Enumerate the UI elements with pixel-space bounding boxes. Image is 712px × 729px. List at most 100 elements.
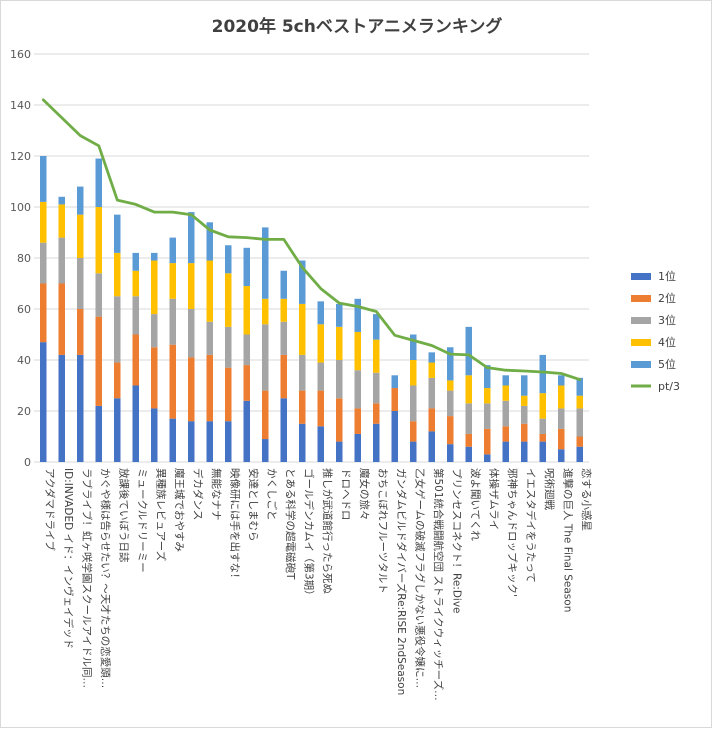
legend-label: 5位 [658, 357, 676, 371]
bar-segment [317, 301, 324, 325]
x-category-label: ガンダムビルドダイバーズRe:RISE 2ndSeason [395, 468, 408, 695]
bar-segment [188, 309, 195, 358]
bar-segment [521, 441, 528, 462]
bar-segment [225, 245, 232, 274]
bar-segment [132, 296, 139, 335]
bar-segment [169, 344, 176, 419]
bar-segment [410, 334, 417, 360]
bar-segment [447, 380, 454, 391]
x-category-label: 呪術廻戦 [543, 468, 556, 510]
bar-segment [484, 428, 491, 455]
bar-segment [95, 316, 102, 406]
bar-segment [114, 398, 121, 462]
bar-segment [576, 408, 583, 437]
bar-segment [558, 449, 565, 462]
bar-segment [558, 375, 565, 386]
bar-segment [428, 377, 435, 409]
bar-segment [428, 362, 435, 378]
legend-label: pt/3 [658, 380, 680, 393]
bar-segment [206, 421, 213, 462]
x-category-label: プリンセスコネクト！Re:Dive [450, 468, 462, 614]
bar-segment [169, 418, 176, 462]
bar-segment [40, 201, 47, 243]
bar-segment [243, 334, 250, 366]
bar-segment [502, 385, 509, 401]
bar-segment [280, 298, 287, 322]
x-category-label: 乙女ゲームの破滅フラグしかない悪役令嬢に… [413, 468, 426, 688]
bar-segment [336, 326, 343, 360]
y-tick-label: 40 [17, 354, 31, 367]
legend-swatch [631, 317, 651, 324]
bar-segment [373, 372, 380, 404]
bar-segment [465, 446, 472, 462]
bar-segment [225, 326, 232, 368]
bar-segment [114, 252, 121, 297]
bar-segment [114, 214, 121, 253]
bar-segment [336, 303, 343, 327]
bar-segment [539, 354, 546, 394]
y-tick-label: 20 [17, 405, 31, 418]
bar-segment [114, 362, 121, 399]
legend-label: 1位 [658, 269, 676, 283]
bar-segment [280, 354, 287, 399]
x-category-label: イエスタデイをうたって [524, 468, 537, 583]
bar-segment [58, 196, 65, 205]
bar-segment [521, 423, 528, 442]
y-tick-label: 100 [10, 201, 31, 214]
bar-segment [373, 403, 380, 424]
x-category-label: 無能なナナ [210, 468, 223, 521]
x-category-label: ミュークルドリーミー [136, 468, 148, 573]
bar-segment [576, 377, 583, 396]
bar-segment [95, 405, 102, 462]
bar-segment [354, 433, 361, 462]
bar-segment [77, 258, 84, 309]
bar-segment [40, 283, 47, 343]
bar-segment [262, 227, 269, 299]
bar-segment [502, 441, 509, 462]
bar-segment [521, 375, 528, 396]
bar-segment [373, 423, 380, 462]
x-category-label: 放課後ていぼう日誌 [117, 468, 130, 563]
bar-segment [40, 156, 47, 202]
x-category-label: 安達としまむら [247, 468, 260, 542]
bar-segment [576, 446, 583, 462]
x-axis-labels: アクダマドライブ ID:INVADED イド：インヴェイデッド ラブライブ！虹ヶ咲学… [43, 468, 593, 701]
bar-segment [188, 421, 195, 462]
bar-segment [114, 296, 121, 363]
bar-segment [558, 428, 565, 450]
bar-segment [391, 375, 398, 389]
bar-segment [336, 360, 343, 399]
x-category-label: おちこぼれフルーツタルト [376, 468, 388, 594]
bar-segment [336, 398, 343, 442]
legend-swatch [631, 339, 651, 346]
bar-segment [428, 408, 435, 432]
x-category-label: 波よ聞いてくれ [469, 468, 482, 541]
bar-segment [243, 365, 250, 401]
bar-segment [521, 405, 528, 424]
bar-segment [576, 436, 583, 447]
bar-segment [151, 260, 158, 315]
bar-segment [132, 270, 139, 297]
legend-swatch [631, 361, 651, 368]
x-category-label: 第501統合戦闘航空団 ストライクウィッチーズ… [432, 468, 445, 701]
bar-segment [299, 260, 306, 304]
x-category-label: 映像研には手を出すな！ [228, 468, 241, 584]
bar-segment [354, 408, 361, 434]
bar-segment [299, 303, 306, 355]
x-category-label: 推しが武道館行ったら死ぬ [321, 468, 334, 594]
bar-segment [151, 252, 158, 261]
bar-segment [262, 298, 269, 325]
legend-swatch [631, 295, 651, 302]
bar-segment [502, 426, 509, 442]
bar-segment [484, 454, 491, 462]
bar-segment [262, 390, 269, 440]
bar-segment [410, 421, 417, 442]
bar-segment [169, 263, 176, 299]
bar-segment [206, 321, 213, 355]
y-axis-ticks: 0 20 40 60 80 100 120 140 160 [10, 48, 31, 469]
bar-segment [95, 207, 102, 274]
x-category-label: ゴールデンカムイ（第3期） [302, 468, 315, 601]
y-tick-label: 120 [10, 150, 31, 163]
legend-label: 2位 [658, 291, 676, 305]
x-category-label: とある科学の超電磁砲T [284, 468, 297, 580]
